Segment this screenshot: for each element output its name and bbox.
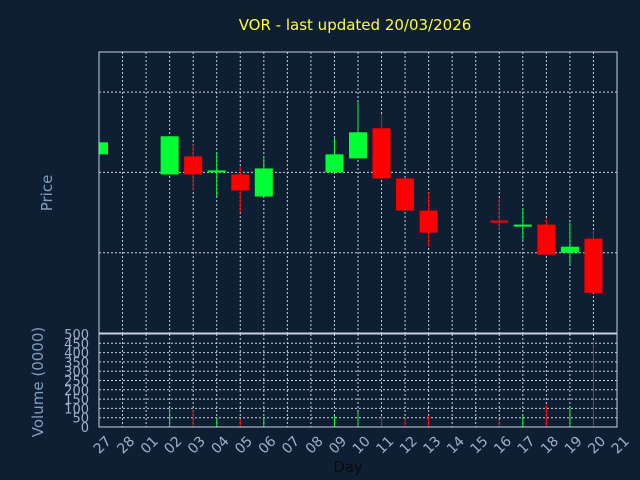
candle-body [325, 154, 344, 173]
candle-body [372, 128, 391, 179]
x-tick-label: 18 [538, 433, 562, 457]
chart-title: VOR - last updated 20/03/2026 [239, 16, 472, 34]
candle-body [231, 174, 250, 191]
x-tick-label: 08 [303, 433, 327, 457]
candle-body [396, 178, 415, 211]
volume-frame [98, 333, 618, 428]
x-tick-label: 27 [91, 433, 115, 457]
x-tick-label: 03 [185, 433, 209, 457]
volume-axis-label: Volume (0000) [29, 327, 47, 437]
candle-body [349, 132, 367, 159]
x-tick-label: 07 [279, 433, 303, 457]
x-tick-label: 16 [491, 433, 515, 457]
x-tick-label: 15 [468, 433, 492, 457]
price-panel: 131517 [0, 51, 618, 334]
x-tick-label: 17 [515, 433, 539, 457]
candle-body [537, 224, 556, 255]
candle-body [513, 224, 532, 227]
volume-tick-label: 100 [64, 402, 89, 417]
candle-body [160, 136, 179, 175]
volume-tick-label: 0 [81, 421, 89, 436]
price-axis-label: Price [38, 175, 56, 212]
x-tick-label: 09 [326, 433, 350, 457]
price-left-mask [0, 52, 99, 333]
x-tick-label: 13 [420, 433, 444, 457]
x-tick-label: 04 [209, 433, 233, 457]
candle-body [254, 168, 273, 197]
x-tick-label: 06 [256, 433, 280, 457]
x-tick-label: 01 [138, 433, 162, 457]
candle-body [207, 170, 226, 173]
x-tick-label: 20 [585, 433, 609, 457]
x-tick-label: 14 [444, 433, 468, 457]
x-tick-label: 05 [232, 433, 256, 457]
x-axis-label: Day [333, 458, 363, 476]
volume-tick-label: 250 [64, 375, 89, 390]
price-frame [98, 51, 618, 334]
volume-tick-label: 200 [64, 384, 89, 399]
volume-tick-label: 500 [64, 328, 89, 343]
x-tick-label: 19 [562, 433, 586, 457]
volume-tick-label: 350 [64, 356, 89, 371]
candle-body [490, 220, 509, 223]
volume-tick-label: 450 [64, 337, 89, 352]
candle-body [584, 238, 603, 293]
x-tick-label: 12 [397, 433, 421, 457]
x-axis: 27 28 01 02 03 04 05 06 07 08 09 10 11 12 13 14 15 16 17 18… [91, 433, 633, 457]
x-tick-label: 02 [161, 433, 185, 457]
x-tick-label: 21 [609, 433, 633, 457]
volume-tick-label: 400 [64, 347, 89, 362]
candle-body [184, 156, 203, 175]
candle-body [419, 210, 438, 233]
x-tick-label: 11 [373, 433, 397, 457]
candle-body [560, 246, 579, 253]
volume-tick-label: 50 [72, 412, 89, 427]
x-tick-label: 28 [114, 433, 138, 457]
volume-tick-label: 150 [64, 393, 89, 408]
x-tick-label: 10 [350, 433, 374, 457]
volume-tick-label: 300 [64, 365, 89, 380]
